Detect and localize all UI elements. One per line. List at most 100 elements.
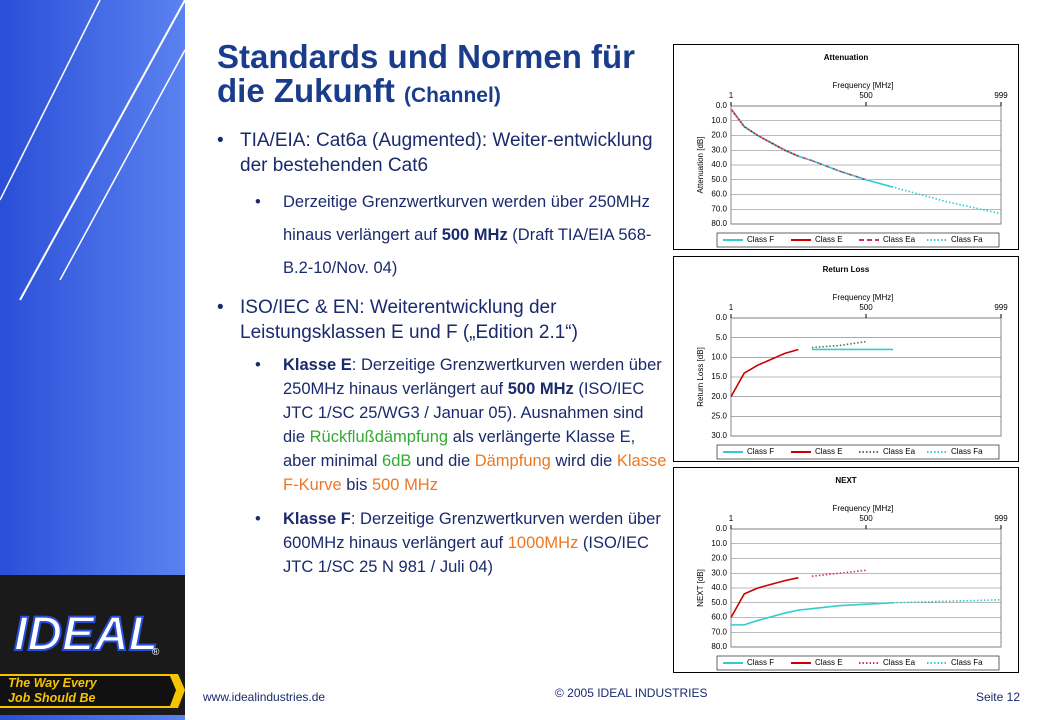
text-run: 500 MHz	[507, 380, 574, 398]
x-tick-label: 500	[859, 303, 873, 312]
text-run: ISO/IEC & EN: Weiterentwicklung der Leis…	[240, 297, 578, 343]
text-run: wird die	[550, 452, 617, 470]
text-run: und die	[411, 452, 475, 470]
y-tick-label: 30.0	[711, 431, 727, 440]
text-run: 6dB	[382, 452, 412, 470]
x-tick-label: 500	[859, 514, 873, 523]
x-tick-label: 999	[994, 91, 1008, 100]
series-line	[893, 599, 1002, 604]
text-run: (Draft TIA/EIA 568-B.2-10/Nov. 04)	[283, 226, 652, 277]
chart: NEXT Frequency [MHz] 0.0 10.0 20.0 30.0 40.0 50…	[673, 467, 1019, 673]
y-tick-label: 40.0	[711, 160, 727, 169]
y-tick-label: 30.0	[711, 568, 727, 577]
bullets: TIA/EIA: Cat6a (Augmented): Weiter-entwi…	[215, 128, 670, 589]
text-run: als verlängerte Klasse E, aber minimal	[283, 428, 636, 470]
legend-box	[716, 444, 1000, 460]
y-tick-label: 0.0	[716, 101, 728, 110]
x-tick-label: 1	[729, 91, 734, 100]
chart-title: NEXT	[835, 476, 856, 485]
y-tick-label: 70.0	[711, 204, 727, 213]
x-tick-label: 999	[994, 303, 1008, 312]
y-tick-label: 20.0	[711, 554, 727, 563]
y-axis-label: Return Loss [dB]	[696, 347, 705, 407]
text-run: 1000MHz	[507, 534, 579, 552]
y-tick-label: 80.0	[711, 642, 727, 651]
y-axis-label: NEXT [dB]	[696, 569, 705, 607]
text-run: Klasse F	[283, 510, 351, 528]
text-run: : Derzeitige Grenzwertkurven werden über…	[283, 356, 662, 398]
y-tick-label: 15.0	[711, 372, 727, 381]
text-run: Klasse E	[283, 356, 352, 374]
text-run: 500 MHz	[441, 226, 508, 244]
title-suffix: (Channel)	[403, 84, 501, 107]
chart: Return Loss Frequency [MHz] 0.0 5.0 10.0 15.0…	[673, 256, 1019, 462]
x-tick-label: 1	[729, 303, 734, 312]
y-tick-label: 0.0	[716, 313, 728, 322]
y-tick-label: 30.0	[711, 145, 727, 154]
text-run: : Derzeitige Grenzwertkurven werden über…	[283, 510, 661, 552]
text-run: Klasse F-Kurve	[283, 452, 667, 494]
text-run: bis	[341, 476, 372, 494]
y-axis-label: Attenuation [dB]	[696, 137, 705, 194]
sub-bullet: Klasse E: Derzeitige Grenzwertkurven wer…	[215, 353, 670, 497]
text-run: Dämpfung	[474, 452, 551, 470]
chart-title: Return Loss	[823, 265, 870, 274]
x-tick-label: 999	[994, 514, 1008, 523]
legend-label: Class Fa	[951, 658, 983, 667]
text-run: Rückflußdämpfung	[309, 428, 449, 446]
y-tick-label: 40.0	[711, 583, 727, 592]
x-axis-label: Frequency [MHz]	[833, 504, 894, 513]
sub-bullet: Derzeitige Grenzwertkurven werden über 2…	[215, 186, 670, 285]
y-tick-label: 5.0	[716, 333, 728, 342]
sub-bullet: Klasse F: Derzeitige Grenzwertkurven wer…	[215, 507, 670, 579]
y-tick-label: 10.0	[711, 116, 727, 125]
x-tick-label: 500	[859, 91, 873, 100]
logo: IDEAL	[14, 608, 158, 661]
x-tick-label: 1	[729, 514, 734, 523]
x-axis-label: Frequency [MHz]	[833, 293, 894, 302]
legend-label: Class Ea	[883, 658, 916, 667]
footer-page: Seite 12	[975, 690, 1020, 704]
title-main: Standards und Normen für die Zukunft	[217, 38, 636, 109]
y-tick-label: 20.0	[711, 131, 727, 140]
footer-copyright: © 2005 IDEAL INDUSTRIES	[555, 686, 708, 700]
slogan: The Way Every Job Should Be	[8, 676, 97, 705]
chart-title: Attenuation	[824, 53, 869, 62]
text-run: (ISO/IEC JTC 1/SC 25 N 981 / Juli 04)	[283, 534, 649, 576]
legend-label: Class Fa	[951, 235, 983, 244]
y-tick-label: 50.0	[711, 175, 727, 184]
y-tick-label: 25.0	[711, 411, 727, 420]
legend-label: Class E	[815, 235, 843, 244]
y-tick-label: 10.0	[711, 539, 727, 548]
y-tick-label: 50.0	[711, 598, 727, 607]
text-run: (ISO/IEC JTC 1/SC 25/WG3 / Januar 05). A…	[283, 380, 645, 446]
legend-label: Class F	[747, 447, 774, 456]
chart: Attenuation Frequency [MHz] 0.0 10.0 20.0 30.…	[673, 44, 1019, 250]
y-tick-label: 0.0	[716, 524, 728, 533]
text-run: Derzeitige Grenzwertkurven werden über 2…	[283, 193, 650, 244]
series-line	[731, 601, 894, 626]
legend-label: Class E	[815, 447, 843, 456]
y-tick-label: 70.0	[711, 627, 727, 636]
bullet: TIA/EIA: Cat6a (Augmented): Weiter-entwi…	[215, 128, 670, 178]
side-band: IDEAL ® The Way Every Job Should Be	[0, 0, 185, 720]
series-line	[730, 576, 799, 618]
bullet: ISO/IEC & EN: Weiterentwicklung der Leis…	[215, 295, 670, 345]
text-run: 500 MHz	[371, 476, 438, 494]
y-tick-label: 80.0	[711, 219, 727, 228]
slide-title: Standards und Normen für die Zukunft (Ch…	[217, 40, 657, 113]
y-tick-label: 20.0	[711, 392, 727, 401]
series-line	[730, 108, 1002, 215]
text-run: TIA/EIA: Cat6a (Augmented): Weiter-entwi…	[240, 130, 653, 176]
legend-box	[716, 232, 1000, 248]
legend-label: Class F	[747, 235, 774, 244]
legend-label: Class E	[815, 658, 843, 667]
y-tick-label: 10.0	[711, 352, 727, 361]
x-axis-label: Frequency [MHz]	[833, 81, 894, 90]
y-tick-label: 60.0	[711, 613, 727, 622]
y-tick-label: 60.0	[711, 190, 727, 199]
legend-label: Class Ea	[883, 235, 916, 244]
footer-url: www.idealindustries.de	[203, 690, 326, 704]
series-line	[730, 348, 799, 398]
